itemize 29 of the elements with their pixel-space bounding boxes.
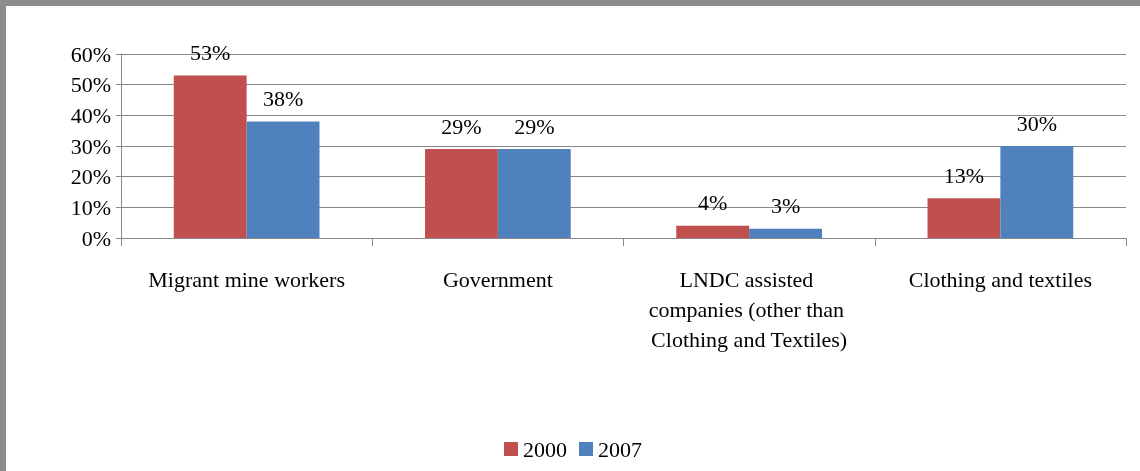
y-tick-label: 0% — [81, 225, 111, 251]
bar — [676, 225, 750, 238]
x-tick-label: Migrant mine workers — [148, 266, 345, 292]
data-label: 3% — [770, 193, 801, 219]
data-label: 30% — [1016, 110, 1057, 136]
bar — [497, 149, 571, 238]
y-tick-label: 60% — [70, 41, 111, 67]
bar — [425, 149, 498, 238]
legend-label: 2000 — [523, 436, 567, 462]
legend-label: 2007 — [598, 436, 642, 462]
data-label: 53% — [190, 39, 231, 65]
bar — [927, 198, 1001, 238]
y-tick-label: 20% — [70, 164, 111, 190]
bar — [749, 228, 822, 238]
y-tick-label: 40% — [70, 102, 111, 128]
y-tick-label: 10% — [70, 194, 111, 220]
bar — [173, 75, 247, 238]
y-tick-label: 50% — [70, 72, 111, 98]
bar — [1000, 146, 1074, 238]
data-label: 29% — [514, 113, 555, 139]
y-tick-label: 30% — [70, 133, 111, 159]
x-tick-label: Government — [442, 266, 553, 292]
data-label: 13% — [943, 162, 985, 188]
x-tick-label: LNDC assisted companies (other than Clothing and Textiles) — [648, 266, 850, 352]
x-tick-label: Clothing and textiles — [908, 266, 1093, 292]
data-label: 4% — [698, 190, 728, 216]
data-label: 29% — [441, 113, 482, 139]
bar — [246, 121, 320, 238]
data-label: 38% — [262, 85, 304, 111]
